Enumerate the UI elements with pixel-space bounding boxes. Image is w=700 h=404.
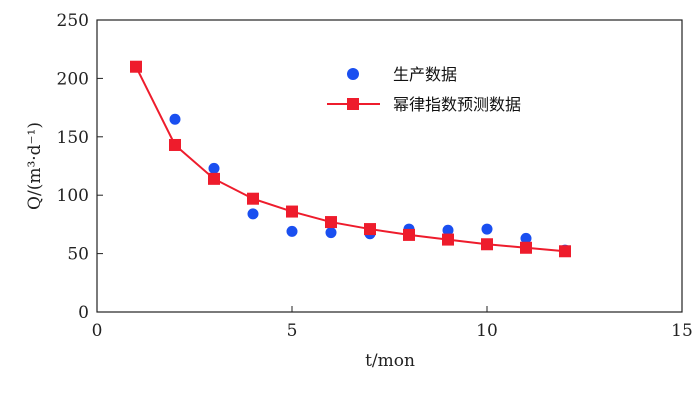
x-tick-label: 15 (671, 321, 693, 341)
data-point (208, 162, 220, 174)
data-point (559, 245, 571, 258)
y-tick-label: 0 (78, 303, 89, 323)
plot-frame (96, 19, 683, 313)
data-point (442, 224, 454, 236)
y-tick-label: 50 (67, 245, 89, 265)
data-point (208, 172, 220, 185)
data-point (481, 238, 493, 251)
legend-marker-生产数据 (347, 68, 359, 80)
data-point (247, 192, 259, 205)
data-point (325, 227, 337, 239)
x-tick-label: 10 (476, 321, 498, 341)
data-point (325, 216, 337, 229)
x-tick-label: 0 (92, 321, 103, 341)
data-point (247, 208, 259, 220)
y-tick-label: 150 (57, 128, 89, 148)
x-tick-label: 5 (287, 321, 298, 341)
legend-label-series-1: 幂律指数预测数据 (393, 95, 521, 114)
legend: 生产数据 幂律指数预测数据 (327, 65, 521, 114)
y-tick-label: 100 (57, 186, 89, 206)
y-axis-label: Q/(m³·d⁻¹) (25, 122, 45, 210)
series-layer (130, 60, 571, 258)
data-point (520, 232, 532, 244)
data-point (520, 241, 532, 254)
data-point (481, 223, 493, 235)
series-1 (130, 60, 571, 258)
data-point (403, 228, 415, 241)
data-point (364, 223, 376, 236)
series-line (135, 66, 566, 253)
data-point (169, 113, 181, 125)
data-point (286, 205, 298, 218)
data-point (286, 225, 298, 237)
y-tick-label: 250 (57, 11, 89, 31)
data-point (130, 60, 142, 73)
data-point (169, 138, 181, 151)
y-tick-label: 200 (57, 69, 89, 89)
x-axis-label: t/mon (365, 351, 415, 371)
legend-label-series-0: 生产数据 (393, 65, 457, 84)
data-point (442, 233, 454, 246)
legend-marker-幂律指数预测数据 (347, 98, 359, 110)
